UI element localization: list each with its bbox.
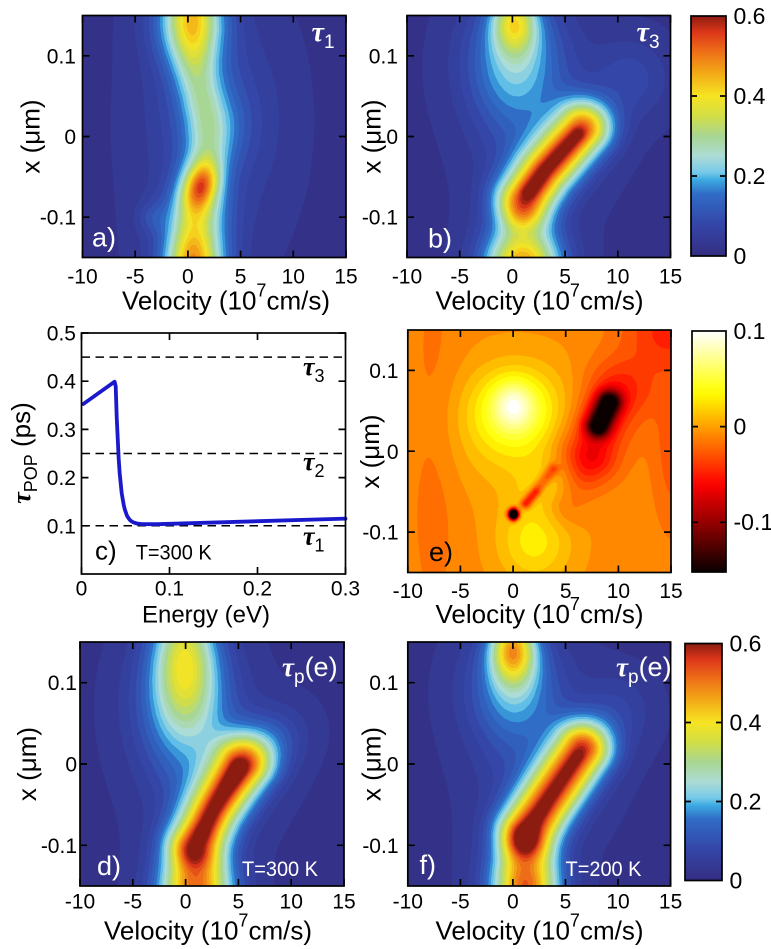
svg-text:Velocity (107cm/s): Velocity (107cm/s) [104, 911, 312, 946]
svg-text:-0.1: -0.1 [41, 835, 77, 858]
svg-text:x (μm): x (μm) [357, 99, 387, 173]
svg-text:0: 0 [180, 891, 192, 914]
svg-text:0: 0 [76, 578, 88, 601]
svg-text:0.5: 0.5 [47, 323, 76, 346]
svg-text:c): c) [95, 536, 117, 566]
svg-text:0.1: 0.1 [369, 672, 398, 695]
svg-text:-0.1: -0.1 [362, 522, 398, 545]
svg-text:x (μm): x (μm) [12, 727, 42, 801]
svg-text:0.6: 0.6 [734, 3, 766, 29]
svg-text:0.4: 0.4 [730, 710, 762, 736]
svg-text:τ3: τ3 [303, 352, 325, 386]
svg-text:15: 15 [659, 580, 682, 603]
svg-text:-5: -5 [123, 891, 142, 914]
svg-text:-5: -5 [451, 891, 470, 914]
svg-text:0.1: 0.1 [369, 45, 398, 68]
svg-text:10: 10 [280, 891, 303, 914]
svg-text:0: 0 [734, 243, 747, 269]
svg-text:0.2: 0.2 [47, 467, 76, 490]
svg-text:0: 0 [507, 891, 519, 914]
svg-text:15: 15 [334, 266, 357, 289]
svg-text:e): e) [429, 537, 453, 567]
svg-text:-10: -10 [392, 266, 422, 289]
svg-text:0: 0 [507, 266, 519, 289]
svg-text:Velocity (107cm/s): Velocity (107cm/s) [436, 594, 644, 629]
svg-text:a): a) [92, 223, 116, 253]
svg-text:0: 0 [64, 126, 76, 149]
svg-text:0.1: 0.1 [48, 672, 77, 695]
svg-text:τ2: τ2 [303, 447, 325, 481]
svg-text:0: 0 [65, 754, 77, 777]
svg-text:0.1: 0.1 [47, 45, 76, 68]
svg-text:τ3: τ3 [637, 17, 660, 53]
svg-text:10: 10 [282, 266, 305, 289]
svg-text:T=300 K: T=300 K [136, 542, 212, 565]
svg-text:5: 5 [235, 266, 247, 289]
svg-text:15: 15 [659, 266, 682, 289]
svg-text:15: 15 [659, 891, 682, 914]
svg-text:5: 5 [560, 580, 572, 603]
svg-text:-0.1: -0.1 [40, 207, 76, 230]
svg-text:5: 5 [559, 266, 571, 289]
svg-text:0.3: 0.3 [47, 419, 76, 442]
svg-text:τPOP (ps): τPOP (ps) [6, 402, 41, 504]
svg-text:5: 5 [560, 891, 572, 914]
svg-text:-0.1: -0.1 [362, 835, 398, 858]
svg-text:-10: -10 [393, 580, 423, 603]
svg-text:-0.1: -0.1 [362, 207, 398, 230]
svg-text:0: 0 [386, 126, 398, 149]
svg-text:τp(e): τp(e) [616, 652, 672, 688]
svg-text:5: 5 [233, 891, 245, 914]
svg-text:0.4: 0.4 [47, 371, 77, 394]
svg-text:d): d) [97, 851, 121, 881]
svg-text:0.1: 0.1 [155, 578, 184, 601]
svg-text:0.1: 0.1 [369, 360, 398, 383]
svg-text:0: 0 [182, 266, 194, 289]
svg-text:0.1: 0.1 [734, 318, 766, 344]
svg-text:0.1: 0.1 [47, 515, 76, 538]
svg-text:τ1: τ1 [303, 522, 325, 556]
svg-text:T=300 K: T=300 K [242, 858, 318, 881]
svg-text:Velocity (107cm/s): Velocity (107cm/s) [122, 281, 330, 316]
svg-text:-5: -5 [450, 266, 469, 289]
svg-text:0: 0 [730, 868, 743, 894]
svg-text:Energy (eV): Energy (eV) [142, 602, 270, 629]
svg-text:0.2: 0.2 [730, 789, 762, 815]
svg-text:Velocity (107cm/s): Velocity (107cm/s) [436, 911, 644, 946]
svg-text:0: 0 [387, 441, 399, 464]
svg-text:-5: -5 [126, 266, 145, 289]
svg-text:-0.1: -0.1 [734, 509, 771, 535]
svg-text:-10: -10 [65, 891, 95, 914]
svg-text:f): f) [420, 850, 437, 880]
svg-text:15: 15 [332, 891, 355, 914]
svg-text:-10: -10 [393, 891, 423, 914]
svg-text:x (μm): x (μm) [357, 727, 387, 801]
svg-text:0.6: 0.6 [730, 631, 762, 657]
svg-text:10: 10 [606, 891, 629, 914]
svg-text:10: 10 [606, 266, 629, 289]
svg-text:-5: -5 [451, 580, 470, 603]
svg-text:x (μm): x (μm) [16, 99, 46, 173]
svg-text:0.4: 0.4 [734, 83, 766, 109]
svg-text:0: 0 [734, 414, 747, 440]
svg-text:b): b) [428, 224, 452, 254]
svg-text:10: 10 [607, 580, 630, 603]
svg-text:τ1: τ1 [312, 17, 335, 53]
svg-text:0: 0 [507, 580, 519, 603]
svg-text:x (μm): x (μm) [355, 414, 385, 488]
svg-text:0: 0 [387, 754, 399, 777]
svg-text:T=200 K: T=200 K [566, 858, 642, 881]
svg-text:τp(e): τp(e) [282, 652, 338, 688]
svg-text:0.2: 0.2 [243, 578, 272, 601]
svg-text:0.2: 0.2 [734, 163, 766, 189]
svg-text:0.3: 0.3 [331, 578, 360, 601]
svg-text:Velocity (107cm/s): Velocity (107cm/s) [436, 281, 644, 316]
svg-text:-10: -10 [67, 266, 97, 289]
